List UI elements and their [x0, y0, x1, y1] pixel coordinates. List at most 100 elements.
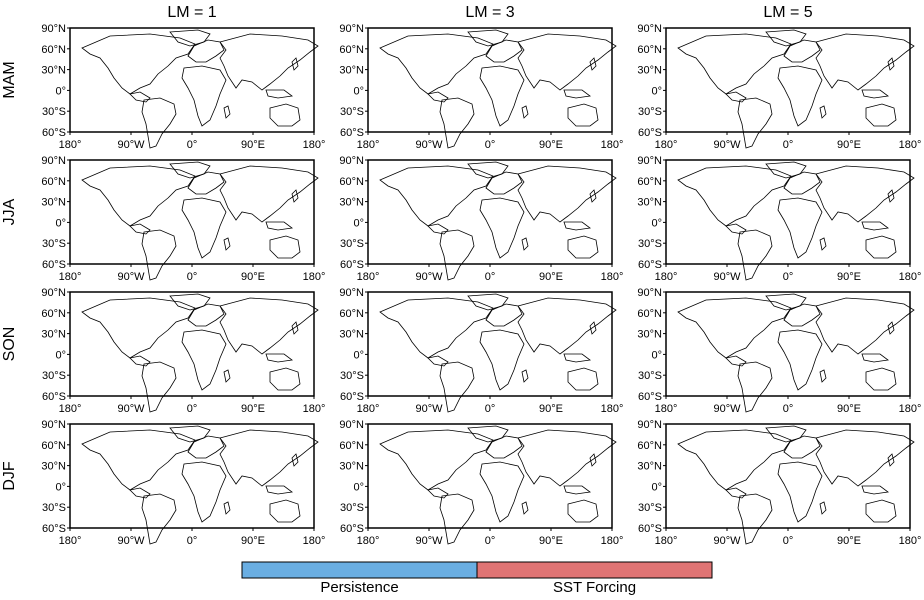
lat-tick-label: 90°N — [339, 419, 364, 431]
lat-tick-label: 30°S — [340, 502, 364, 514]
lat-tick-label: 90°N — [41, 23, 66, 35]
lon-tick-label: 90°W — [415, 403, 443, 415]
lat-tick-label: 30°N — [339, 65, 364, 77]
lat-tick-label: 60°S — [638, 391, 662, 403]
lon-tick-label: 90°W — [713, 535, 741, 547]
ocean-background — [368, 424, 612, 528]
lat-tick-label: 60°S — [42, 523, 66, 535]
lon-tick-label: 180° — [601, 139, 624, 151]
lat-tick-label: 60°N — [339, 308, 364, 320]
lat-tick-label: 30°N — [339, 461, 364, 473]
lon-tick-label: 90°E — [837, 535, 861, 547]
lon-tick-label: 90°E — [837, 271, 861, 283]
lat-tick-label: 30°N — [339, 329, 364, 341]
lon-tick-label: 0° — [187, 139, 198, 151]
lon-tick-label: 90°W — [117, 535, 145, 547]
ocean-background — [666, 28, 910, 132]
ocean-background — [368, 28, 612, 132]
lon-tick-label: 180° — [601, 271, 624, 283]
lon-tick-label: 180° — [303, 535, 326, 547]
lon-tick-label: 180° — [655, 535, 678, 547]
lat-tick-label: 30°S — [638, 106, 662, 118]
lat-tick-label: 60°S — [42, 391, 66, 403]
lon-tick-label: 0° — [187, 403, 198, 415]
lat-tick-label: 0° — [353, 481, 364, 493]
lon-tick-label: 180° — [303, 271, 326, 283]
lat-tick-label: 30°S — [42, 238, 66, 250]
lat-tick-label: 90°N — [637, 419, 662, 431]
row-title: SON — [1, 327, 18, 362]
lat-tick-label: 90°N — [41, 155, 66, 167]
row-title: JJA — [1, 198, 18, 225]
lat-tick-label: 0° — [55, 481, 66, 493]
ocean-background — [70, 160, 314, 264]
lon-tick-label: 0° — [783, 535, 794, 547]
lon-tick-label: 90°E — [241, 271, 265, 283]
lat-tick-label: 0° — [651, 85, 662, 97]
lon-tick-label: 0° — [783, 139, 794, 151]
lon-tick-label: 180° — [59, 271, 82, 283]
lon-tick-label: 180° — [303, 403, 326, 415]
lon-tick-label: 180° — [899, 403, 922, 415]
lon-tick-label: 180° — [655, 139, 678, 151]
lat-tick-label: 60°S — [340, 391, 364, 403]
lon-tick-label: 180° — [899, 271, 922, 283]
lat-tick-label: 60°N — [637, 176, 662, 188]
lon-tick-label: 90°W — [415, 535, 443, 547]
lon-tick-label: 0° — [783, 403, 794, 415]
lat-tick-label: 60°S — [42, 259, 66, 271]
lat-tick-label: 30°S — [340, 106, 364, 118]
lat-tick-label: 60°N — [41, 176, 66, 188]
lat-tick-label: 60°S — [42, 127, 66, 139]
lat-tick-label: 30°S — [638, 238, 662, 250]
lon-tick-label: 180° — [899, 535, 922, 547]
lat-tick-label: 60°S — [340, 523, 364, 535]
lat-tick-label: 30°N — [41, 65, 66, 77]
lon-tick-label: 90°E — [539, 139, 563, 151]
lat-tick-label: 90°N — [41, 419, 66, 431]
lon-tick-label: 180° — [357, 139, 380, 151]
lon-tick-label: 90°W — [415, 271, 443, 283]
lat-tick-label: 30°N — [339, 197, 364, 209]
lat-tick-label: 30°S — [42, 370, 66, 382]
lon-tick-label: 180° — [59, 403, 82, 415]
lon-tick-label: 180° — [655, 271, 678, 283]
lon-tick-label: 180° — [357, 535, 380, 547]
lat-tick-label: 0° — [55, 217, 66, 229]
lon-tick-label: 90°E — [539, 535, 563, 547]
lat-tick-label: 60°S — [638, 523, 662, 535]
lat-tick-label: 30°S — [340, 238, 364, 250]
lat-tick-label: 60°S — [340, 259, 364, 271]
lat-tick-label: 90°N — [41, 287, 66, 299]
ocean-background — [70, 292, 314, 396]
lat-tick-label: 90°N — [339, 23, 364, 35]
lat-tick-label: 30°S — [340, 370, 364, 382]
ocean-background — [666, 160, 910, 264]
ocean-background — [70, 424, 314, 528]
legend-swatch — [476, 561, 713, 579]
lon-tick-label: 90°E — [241, 139, 265, 151]
lat-tick-label: 0° — [353, 85, 364, 97]
lon-tick-label: 90°E — [539, 403, 563, 415]
lat-tick-label: 0° — [353, 217, 364, 229]
lat-tick-label: 60°N — [41, 44, 66, 56]
lon-tick-label: 180° — [655, 403, 678, 415]
column-title: LM = 1 — [167, 4, 216, 21]
column-title: LM = 3 — [465, 4, 514, 21]
lat-tick-label: 60°N — [637, 44, 662, 56]
lat-tick-label: 90°N — [637, 23, 662, 35]
lon-tick-label: 180° — [357, 403, 380, 415]
lat-tick-label: 0° — [651, 349, 662, 361]
lat-tick-label: 60°N — [339, 440, 364, 452]
legend-frame — [241, 561, 713, 579]
lon-tick-label: 90°W — [117, 271, 145, 283]
